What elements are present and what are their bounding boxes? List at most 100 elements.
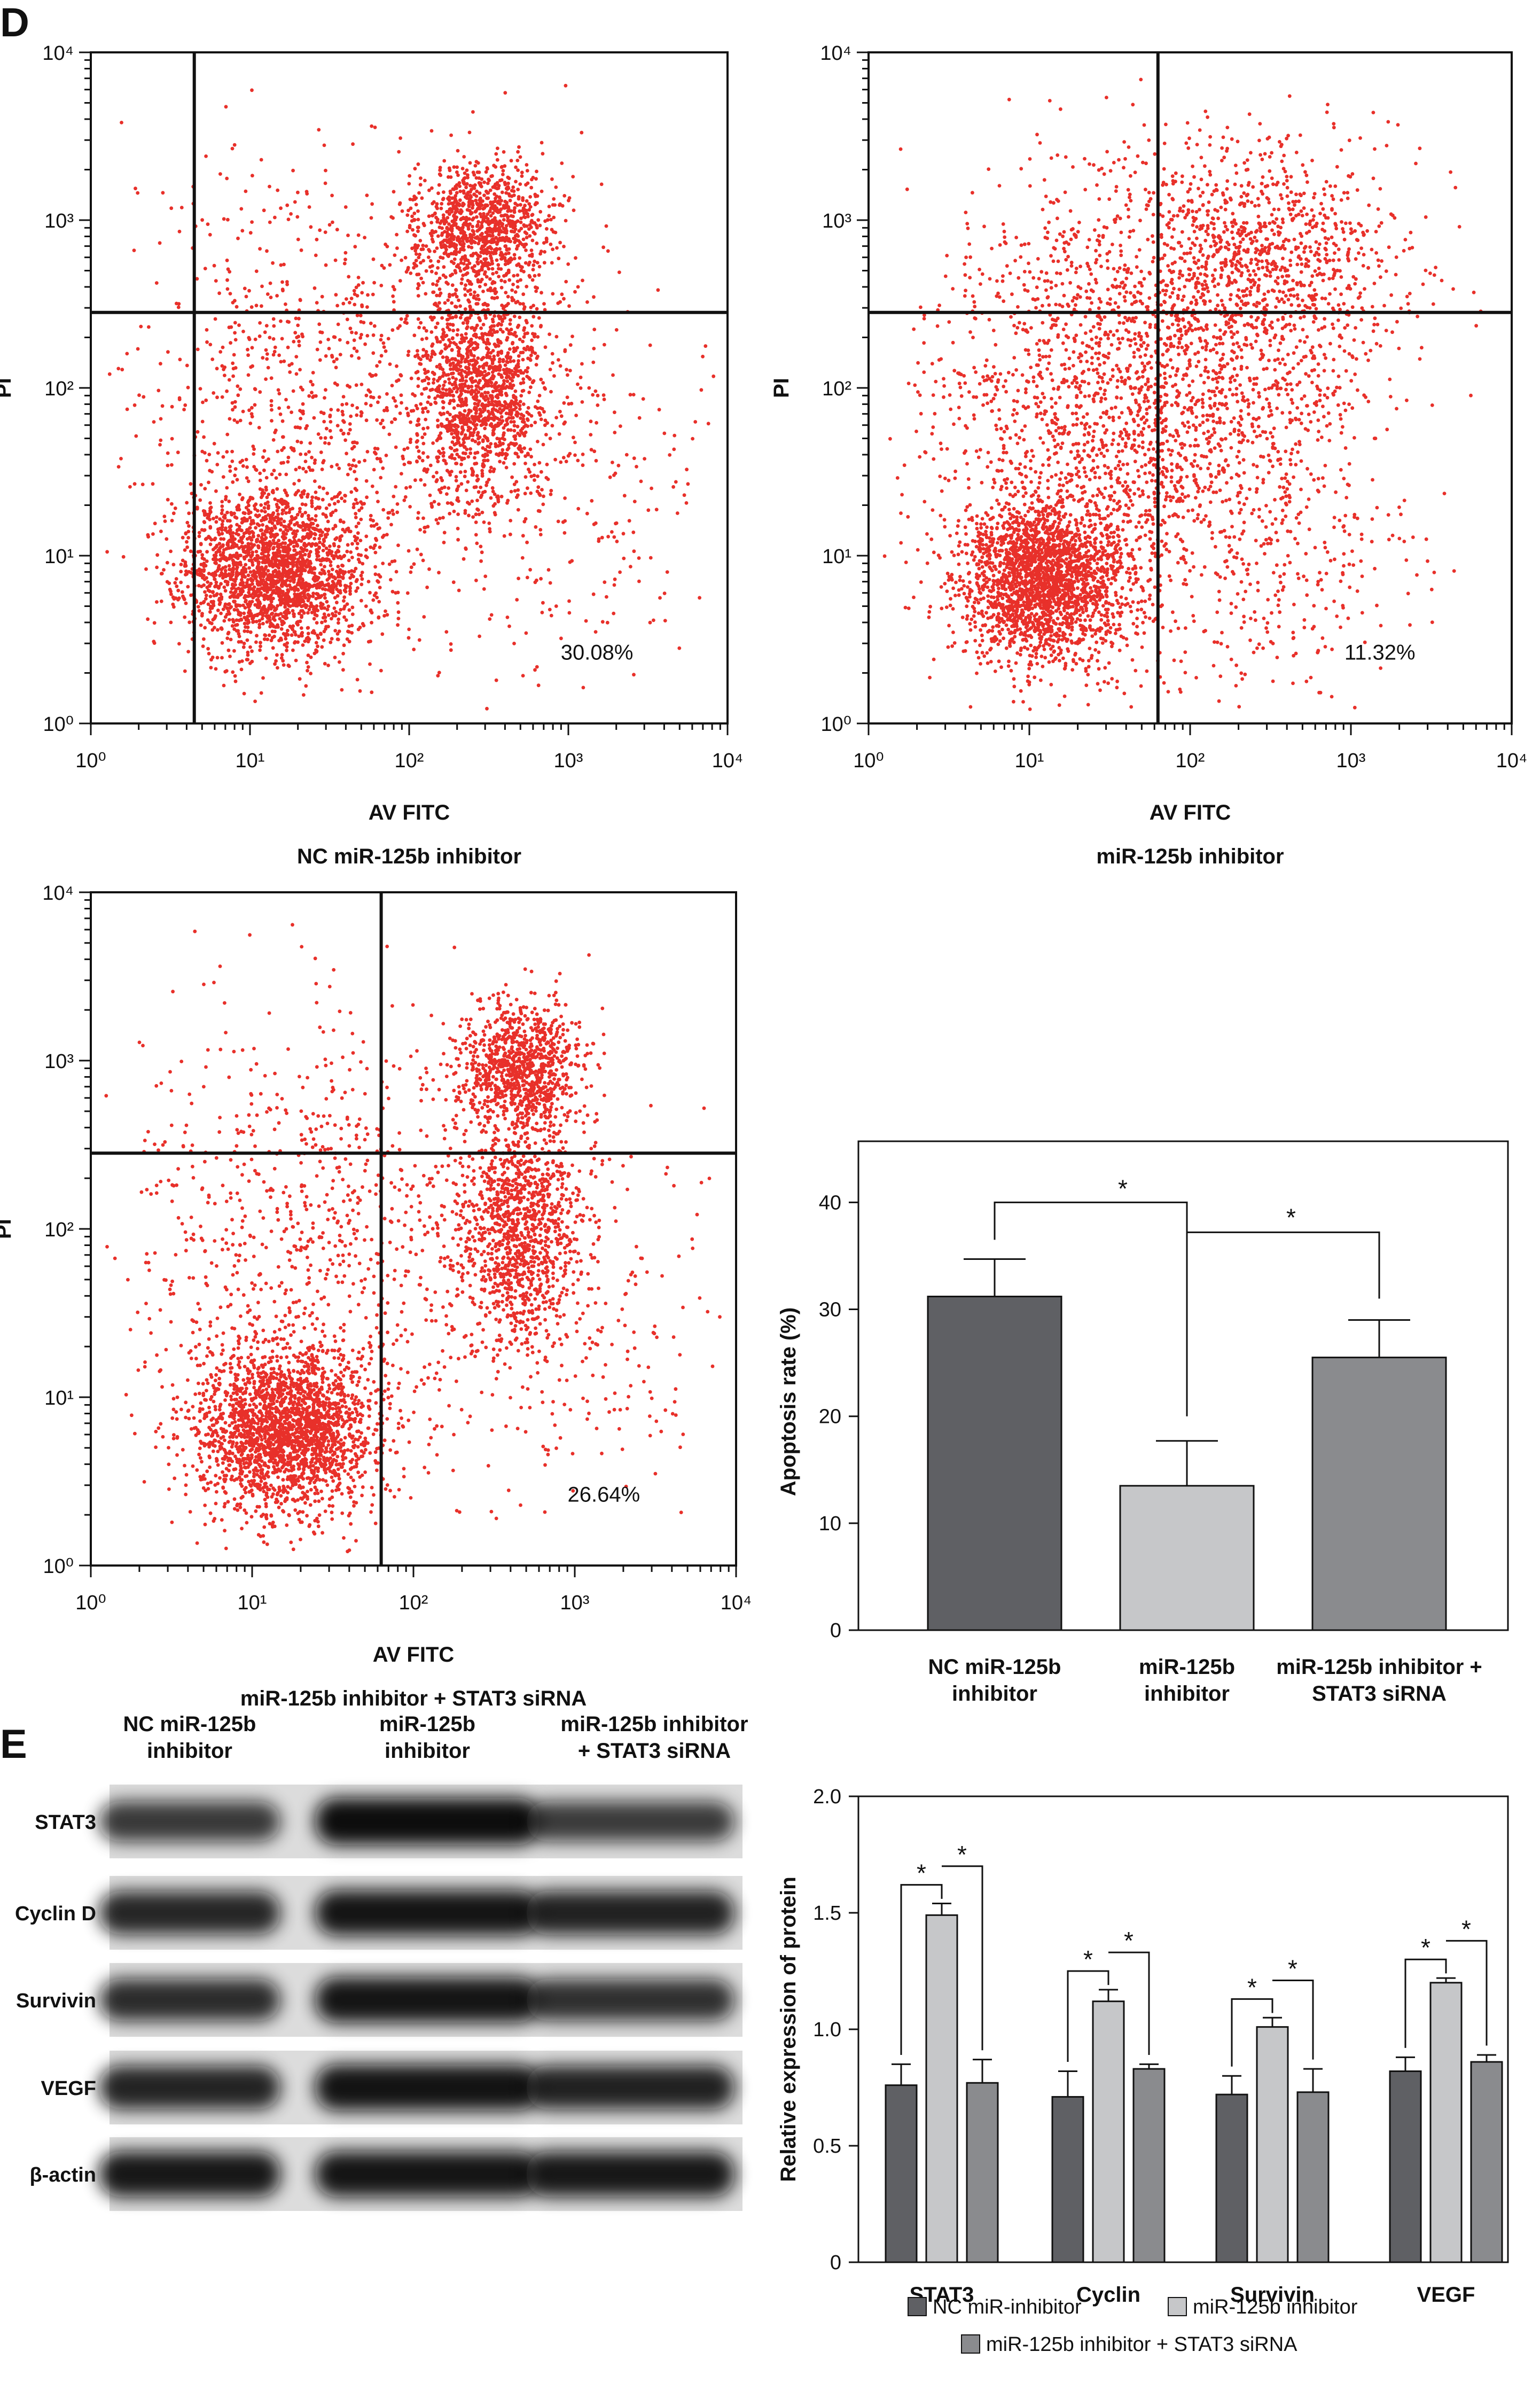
cell-event: [437, 377, 442, 380]
cell-event: [396, 610, 401, 614]
cell-event: [557, 358, 560, 362]
cell-event: [329, 640, 333, 644]
cell-event: [444, 393, 449, 397]
cell-event: [298, 507, 302, 511]
cell-event: [372, 281, 376, 285]
cell-event: [356, 521, 361, 525]
cell-event: [357, 560, 362, 564]
cell-event: [572, 208, 576, 212]
cell-event: [541, 152, 545, 156]
cell-event: [420, 196, 424, 200]
cell-event: [200, 553, 205, 557]
cell-event: [266, 500, 270, 504]
cell-event: [476, 293, 480, 298]
cell-event: [429, 269, 434, 274]
cell-event: [236, 556, 240, 560]
cell-event: [522, 307, 526, 311]
cell-event: [373, 572, 378, 577]
cell-event: [423, 378, 427, 383]
cell-event: [184, 573, 187, 577]
cell-event: [255, 634, 259, 638]
cell-event: [463, 409, 467, 413]
cell-event: [316, 582, 320, 586]
cell-event: [486, 351, 490, 355]
cell-event: [530, 338, 534, 342]
cell-event: [244, 550, 248, 554]
cell-event: [369, 513, 373, 518]
cell-event: [435, 202, 439, 206]
cell-event: [498, 403, 502, 407]
cell-event: [395, 246, 399, 250]
cell-event: [304, 452, 308, 456]
cell-event: [351, 574, 355, 579]
cell-event: [442, 190, 445, 194]
cell-event: [436, 386, 440, 390]
cell-event: [465, 208, 470, 212]
cell-event: [437, 671, 441, 675]
cell-event: [464, 332, 468, 336]
cell-event: [416, 294, 420, 298]
cell-event: [454, 199, 458, 203]
cell-event: [337, 621, 340, 625]
cell-event: [261, 676, 265, 680]
cell-event: [599, 182, 604, 186]
cell-event: [299, 417, 303, 420]
cell-event: [516, 431, 520, 435]
cell-event: [494, 388, 498, 393]
cell-event: [294, 468, 298, 472]
cell-event: [449, 362, 452, 366]
cell-event: [317, 546, 321, 550]
cell-event: [483, 261, 488, 265]
cell-event: [412, 233, 416, 237]
cell-event: [252, 521, 256, 525]
cell-event: [296, 598, 300, 602]
cell-event: [432, 290, 436, 294]
cell-event: [330, 193, 334, 198]
cell-event: [455, 333, 459, 337]
cell-event: [246, 479, 251, 484]
cell-event: [285, 554, 290, 558]
cell-event: [257, 560, 261, 564]
cell-event: [427, 214, 431, 218]
cell-event: [395, 364, 398, 368]
cell-event: [162, 568, 166, 572]
cell-event: [456, 435, 460, 439]
cell-event: [271, 551, 276, 555]
cell-event: [175, 584, 179, 588]
cell-event: [272, 324, 276, 328]
cell-event: [227, 325, 231, 330]
cell-event: [288, 579, 292, 583]
cell-event: [413, 262, 417, 267]
cell-event: [513, 290, 518, 294]
cell-event: [403, 320, 407, 324]
cell-event: [376, 500, 380, 503]
cell-event: [498, 202, 502, 206]
cell-event: [234, 577, 238, 581]
cell-event: [280, 337, 284, 341]
cell-event: [234, 544, 238, 548]
cell-event: [345, 451, 348, 456]
cell-event: [412, 333, 417, 338]
cell-event: [493, 314, 496, 318]
cell-event: [387, 562, 392, 566]
cell-event: [458, 316, 463, 320]
cell-event: [144, 567, 148, 571]
cell-event: [251, 574, 255, 578]
cell-event: [505, 338, 509, 342]
cell-event: [474, 512, 478, 517]
cell-event: [179, 580, 183, 585]
cell-event: [580, 130, 584, 135]
cell-event: [292, 449, 296, 453]
cell-event: [429, 129, 434, 133]
cell-event: [398, 411, 402, 415]
cell-event: [183, 669, 187, 673]
cell-event: [542, 241, 546, 245]
cell-event: [352, 289, 356, 293]
cell-event: [481, 290, 485, 293]
cell-event: [307, 608, 311, 612]
cell-event: [450, 244, 454, 248]
cell-event: [283, 571, 287, 575]
cell-event: [247, 503, 251, 508]
cell-event: [200, 613, 204, 618]
cell-event: [216, 608, 220, 612]
